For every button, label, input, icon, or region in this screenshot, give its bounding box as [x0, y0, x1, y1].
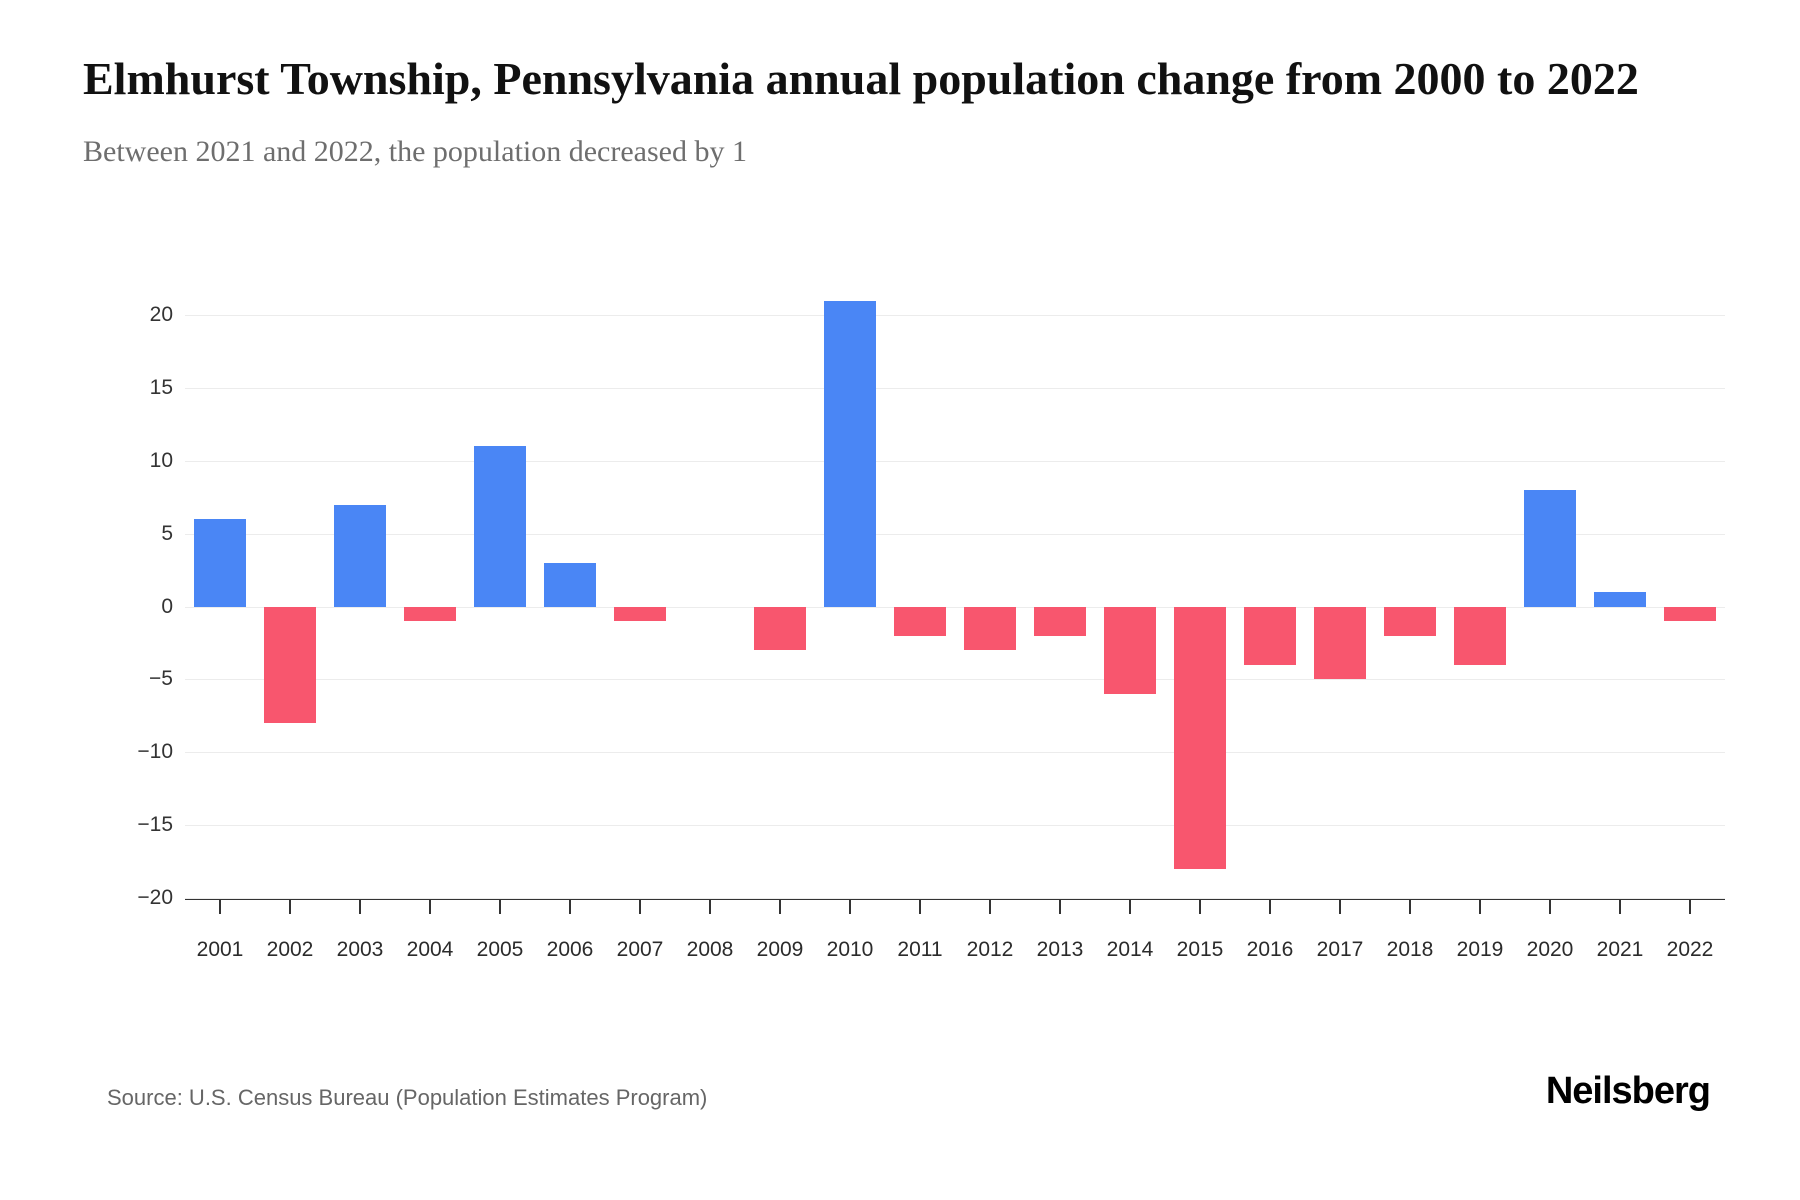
bar-2021: [1594, 592, 1646, 607]
bar-2002: [264, 606, 316, 724]
gridline--10: [185, 752, 1725, 754]
x-tick-label: 2011: [897, 938, 943, 961]
x-tick: [1549, 900, 1551, 914]
bar-2016: [1244, 606, 1296, 665]
x-tick-label: 2001: [196, 938, 244, 961]
x-tick-label: 2019: [1456, 938, 1504, 961]
x-tick-label: 2018: [1386, 938, 1434, 961]
bar-2018: [1384, 606, 1436, 636]
bar-2003: [334, 504, 386, 607]
y-tick-label: 10: [149, 448, 173, 472]
y-tick-label: 0: [161, 594, 173, 618]
x-tick-label: 2002: [266, 938, 314, 961]
x-tick: [219, 900, 221, 914]
x-tick: [919, 900, 921, 914]
source-note: Source: U.S. Census Bureau (Population E…: [107, 1085, 708, 1110]
y-tick-label: 5: [161, 521, 173, 545]
population-change-chart: 20 15 10 5 0 −5 −10 −15 −20 2001 2002 2003 2004 2005…: [93, 286, 1725, 980]
bar-2004: [404, 606, 456, 622]
x-tick-label: 2013: [1036, 938, 1084, 961]
x-tick-label: 2006: [546, 938, 594, 961]
page-subtitle: Between 2021 and 2022, the population de…: [83, 135, 747, 168]
x-tick: [429, 900, 431, 914]
page-title: Elmhurst Township, Pennsylvania annual p…: [83, 53, 1639, 104]
x-tick-label: 2021: [1596, 938, 1644, 961]
gridline-5: [185, 533, 1725, 535]
x-tick: [989, 900, 991, 914]
x-tick: [1129, 900, 1131, 914]
y-tick-label: −15: [137, 813, 173, 837]
x-tick: [1199, 900, 1201, 914]
bar-2009: [754, 606, 806, 651]
x-tick-label: 2022: [1666, 938, 1714, 961]
gridline-15: [185, 388, 1725, 389]
bar-2014: [1104, 606, 1156, 694]
x-tick-label: 2016: [1246, 938, 1294, 961]
gridline--20: [185, 898, 1725, 899]
y-tick-label: −20: [137, 886, 173, 909]
x-tick: [1269, 900, 1271, 914]
x-tick: [359, 900, 361, 914]
gridline-10: [185, 460, 1725, 462]
x-tick-label: 2020: [1526, 938, 1574, 961]
bar-2011: [894, 606, 946, 636]
x-tick: [1059, 900, 1061, 914]
x-tick-label: 2014: [1106, 938, 1154, 961]
bar-2013: [1034, 606, 1086, 636]
x-tick-label: 2017: [1316, 938, 1364, 961]
x-tick: [1339, 900, 1341, 914]
plot-area: [185, 286, 1725, 900]
x-tick: [289, 900, 291, 914]
bar-2005: [474, 446, 526, 607]
x-tick: [639, 900, 641, 914]
x-tick-label: 2007: [616, 938, 664, 961]
x-tick: [1689, 900, 1691, 914]
x-tick-label: 2015: [1176, 938, 1224, 961]
x-tick: [779, 900, 781, 914]
x-axis: 2001 2002 2003 2004 2005 2006 2007 2008 2009 2010…: [185, 900, 1725, 980]
x-tick: [1479, 900, 1481, 914]
gridline--5: [185, 679, 1725, 681]
y-tick-label: 20: [149, 303, 173, 327]
x-tick-label: 2012: [966, 938, 1014, 961]
x-tick-label: 2004: [406, 938, 454, 961]
x-tick: [499, 900, 501, 914]
x-tick: [1619, 900, 1621, 914]
bar-2006: [544, 562, 596, 607]
x-tick-label: 2009: [756, 938, 804, 961]
bar-2017: [1314, 606, 1366, 680]
y-tick-label: 15: [149, 376, 173, 399]
bar-2022: [1664, 606, 1716, 622]
bar-2015: [1174, 606, 1226, 869]
bar-2001: [194, 519, 246, 607]
gridline-0: [185, 606, 1725, 608]
x-tick-label: 2003: [336, 938, 384, 961]
bar-2012: [964, 606, 1016, 651]
x-tick: [1409, 900, 1411, 914]
x-tick: [849, 900, 851, 914]
bar-2019: [1454, 606, 1506, 665]
gridline-20: [185, 315, 1725, 317]
bar-2007: [614, 606, 666, 622]
y-tick-label: −5: [149, 667, 173, 691]
neilsberg-logo: Neilsberg: [1545, 1070, 1711, 1112]
x-tick-label: 2005: [476, 938, 524, 961]
gridline--15: [185, 825, 1725, 827]
bar-2020: [1524, 490, 1576, 607]
x-tick-label: 2010: [826, 938, 874, 961]
x-tick: [709, 900, 711, 914]
y-tick-label: −10: [137, 740, 173, 764]
x-tick: [569, 900, 571, 914]
y-axis: 20 15 10 5 0 −5 −10 −15 −20: [93, 286, 173, 909]
bar-2010: [824, 300, 876, 607]
x-tick-label: 2008: [686, 938, 734, 961]
